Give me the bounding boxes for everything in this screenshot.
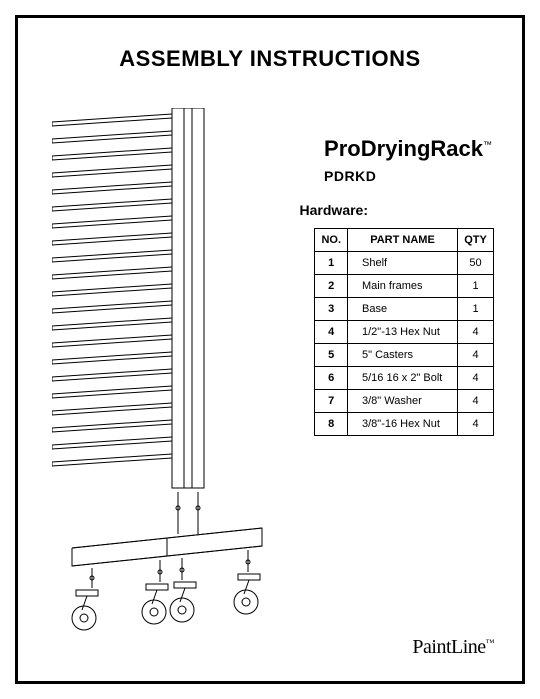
page-frame: ASSEMBLY INSTRUCTIONS <box>15 15 525 684</box>
table-row: 3Base1 <box>315 298 494 321</box>
footer-brand: PaintLine™ <box>412 636 494 659</box>
table-row: 55" Casters4 <box>315 344 494 367</box>
table-header-row: NO. PART NAME QTY <box>315 229 494 252</box>
brand-block: ProDryingRack™ PDRKD <box>324 136 492 184</box>
page-title: ASSEMBLY INSTRUCTIONS <box>18 46 522 72</box>
table-row: 65/16 16 x 2" Bolt4 <box>315 367 494 390</box>
trademark-symbol: ™ <box>483 140 492 150</box>
product-illustration <box>52 108 282 638</box>
product-model: PDRKD <box>324 168 492 184</box>
table-row: 83/8"-16 Hex Nut4 <box>315 413 494 436</box>
hardware-label: Hardware: <box>300 202 368 218</box>
col-qty: QTY <box>458 229 494 252</box>
col-part: PART NAME <box>348 229 458 252</box>
table-row: 1Shelf50 <box>315 252 494 275</box>
table-row: 2Main frames1 <box>315 275 494 298</box>
product-name: ProDryingRack™ <box>324 136 492 162</box>
footer-brand-text: PaintLine <box>412 636 485 658</box>
trademark-symbol: ™ <box>486 637 494 647</box>
table-row: 73/8" Washer4 <box>315 390 494 413</box>
col-no: NO. <box>315 229 348 252</box>
hardware-table: NO. PART NAME QTY 1Shelf50 2Main frames1… <box>314 228 494 436</box>
product-name-text: ProDryingRack <box>324 136 483 161</box>
table-row: 41/2"-13 Hex Nut4 <box>315 321 494 344</box>
